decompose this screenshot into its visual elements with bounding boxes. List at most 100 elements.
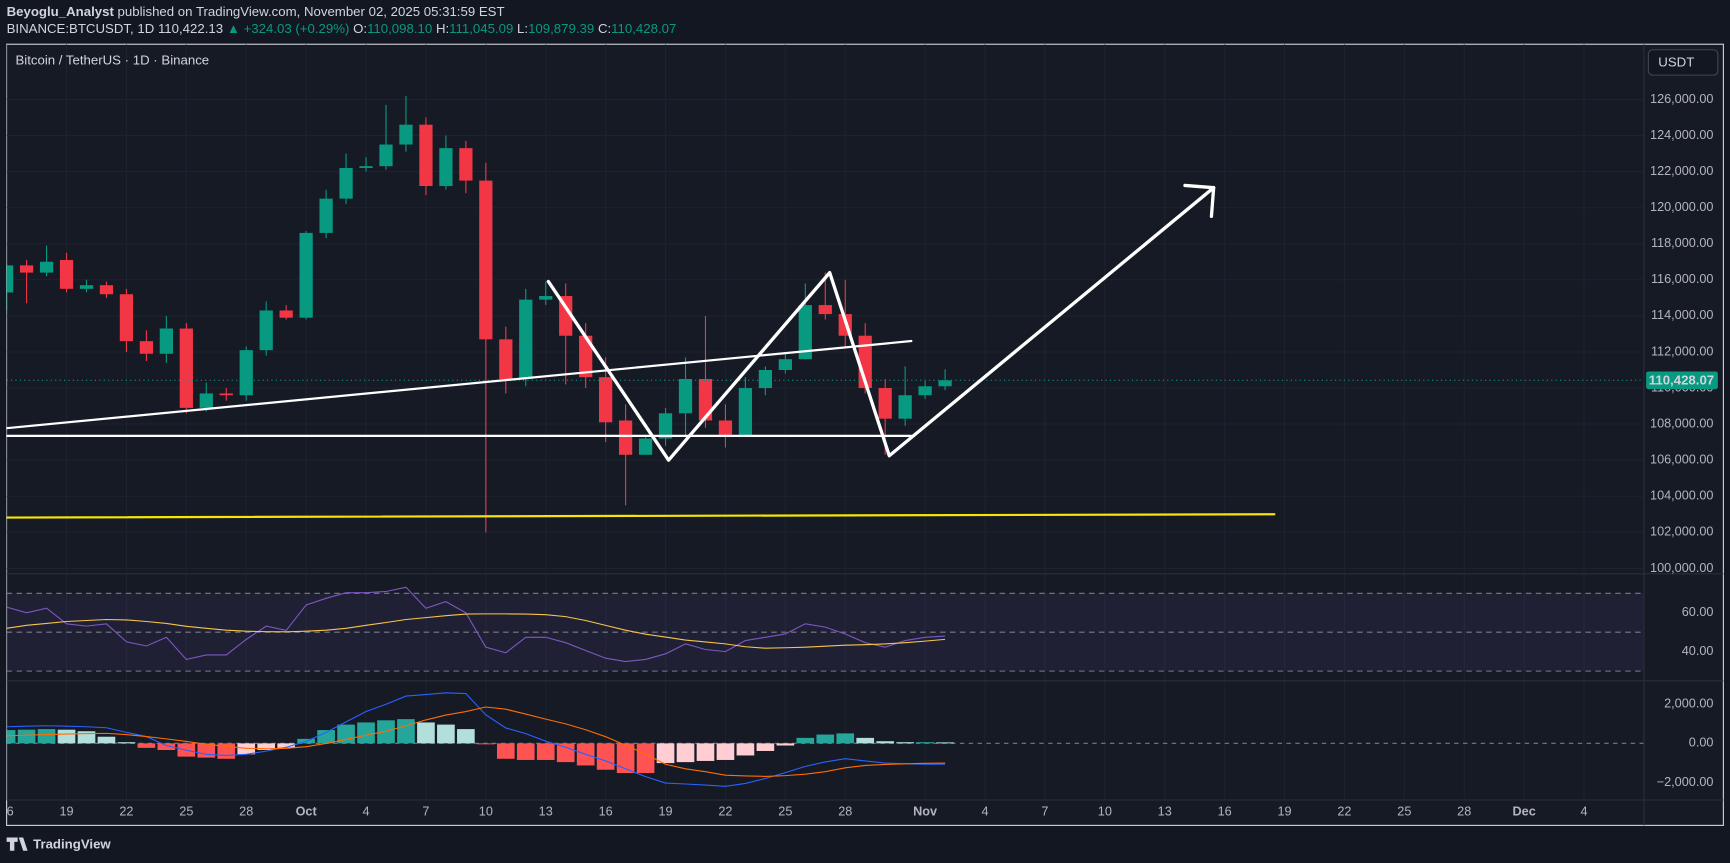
x-tick-label: 25 [1397, 804, 1411, 818]
y-tick-label: 2,000.00 [1664, 697, 1713, 711]
indicator-line [6, 706, 946, 777]
histogram-bar [477, 743, 495, 745]
histogram-bar [97, 736, 116, 744]
x-tick-label: 16 [599, 804, 613, 818]
histogram-bar [257, 743, 276, 751]
histogram-bar [876, 741, 895, 744]
change: ▲ +324.03 (+0.29%) [227, 20, 350, 35]
x-tick-label: Dec [1513, 804, 1536, 818]
histogram-bar [496, 743, 515, 759]
histogram-bar [437, 724, 455, 744]
x-tick-label: 4 [363, 804, 370, 818]
x-tick-label: 28 [239, 804, 253, 818]
y-tick-label: −2,000.00 [1657, 775, 1714, 789]
x-tick-label: 16 [1218, 804, 1232, 818]
candle-body [698, 379, 713, 421]
candle-body [19, 265, 34, 273]
candle-body [79, 285, 94, 289]
x-tick-label: 19 [59, 804, 73, 818]
candle-body [579, 335, 593, 378]
candle-body [259, 310, 273, 351]
candle-body [599, 377, 613, 423]
histogram-bar [856, 737, 875, 744]
c-value: 110,428.07 [611, 20, 676, 35]
y-tick-label: 104,000.00 [1650, 489, 1713, 503]
candle-body [439, 148, 453, 187]
candle-body [379, 144, 393, 167]
candle-body [818, 305, 832, 315]
candle-body [119, 294, 134, 342]
y-tick-label: 106,000.00 [1650, 453, 1713, 467]
candle-body [938, 380, 952, 387]
histogram-bar [836, 733, 855, 744]
candle-body [678, 379, 693, 414]
candle-body [419, 124, 433, 187]
histogram-bar [656, 743, 675, 764]
x-tick-label: 16 [0, 804, 14, 818]
axes: 100,000.00102,000.00104,000.00106,000.00… [6, 44, 1724, 826]
y-tick-label: 40.00 [1682, 644, 1714, 658]
candle-body [658, 413, 673, 439]
x-tick-label: 4 [1581, 804, 1588, 818]
candle-body [99, 285, 114, 295]
x-tick-label: 25 [778, 804, 792, 818]
x-tick-label: 22 [718, 804, 732, 818]
candle-body [738, 388, 753, 435]
x-tick-label: 19 [1277, 804, 1291, 818]
histogram-bar [237, 743, 256, 755]
y-tick-label: 120,000.00 [1650, 200, 1713, 214]
candle-body [499, 339, 513, 380]
c-label: C: [598, 20, 611, 35]
candle-body [199, 393, 213, 408]
brand: TradingView [33, 837, 111, 852]
y-tick-label: 124,000.00 [1650, 128, 1713, 142]
y-tick-label: 114,000.00 [1651, 308, 1713, 322]
y-tick-label: 116,000.00 [1651, 272, 1713, 286]
histogram-bar [57, 729, 76, 744]
candle-body [519, 299, 533, 380]
candle-body [798, 305, 812, 360]
header-line-1: Beyoglu_Analyst published on TradingView… [7, 4, 505, 19]
candle-body [459, 148, 473, 181]
histogram-bar [536, 743, 555, 760]
candle-body [139, 341, 154, 354]
x-tick-label: 4 [981, 804, 988, 818]
x-tick-label: 13 [1158, 804, 1172, 818]
candle-body [299, 232, 313, 318]
candle-body [359, 166, 373, 168]
o-label: O: [353, 20, 367, 35]
histogram-bar [676, 743, 695, 763]
histogram-bar [457, 729, 475, 744]
histogram-bar [896, 742, 914, 744]
candle-body [6, 265, 14, 293]
histogram-bar [936, 742, 954, 744]
histogram-bar [916, 742, 934, 744]
histogram-bar [596, 743, 615, 770]
histogram-bar [157, 743, 176, 751]
candle-body [399, 124, 413, 145]
histogram-bar [756, 743, 775, 751]
candle-body [638, 438, 653, 455]
histogram-bar [197, 743, 216, 758]
y-tick-label: 102,000.00 [1650, 525, 1713, 539]
candle-body [179, 328, 193, 408]
candle-body [219, 393, 233, 396]
candle-body [778, 359, 792, 370]
x-tick-label: 28 [1457, 804, 1471, 818]
indicator-line [6, 586, 946, 663]
histogram-bar [37, 729, 56, 744]
candle-body [159, 328, 173, 354]
o-value: 110,098.10 [367, 20, 432, 35]
histogram-bar [397, 719, 415, 744]
candle-body [618, 420, 633, 455]
x-tick-label: 28 [838, 804, 852, 818]
y-tick-label: 60.00 [1682, 605, 1714, 619]
l-value: 109,879.39 [528, 20, 594, 35]
plot-area: 16 19 22 25 28 Oct 4 7 10 13 16 19 22 25 28 Nov 4 7 10 13 16… [0, 44, 1644, 818]
currency-button[interactable] [1647, 49, 1719, 76]
histogram-bar [6, 730, 16, 744]
drawings [6, 183, 1276, 519]
candle-body [239, 350, 253, 396]
x-tick-label: 25 [179, 804, 193, 818]
y-tick-label: 122,000.00 [1650, 164, 1713, 178]
